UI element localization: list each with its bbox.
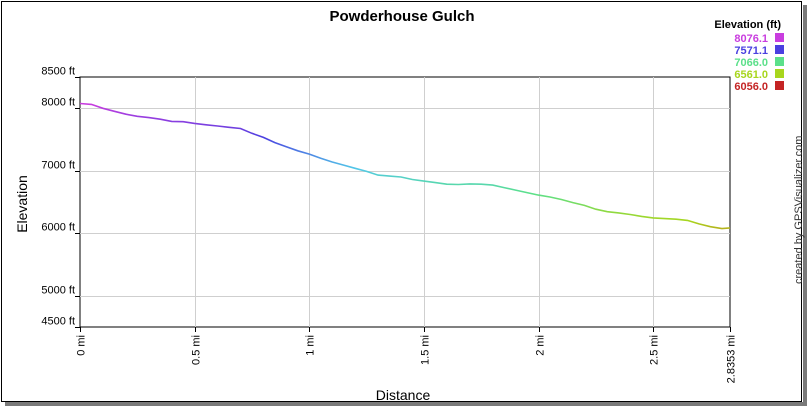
legend-swatch: [775, 33, 784, 42]
credit-text: created by GPSVisualizer.com: [793, 136, 805, 284]
x-tick-label: 1 mi: [305, 335, 317, 356]
x-axis-label: Distance: [376, 387, 431, 403]
y-tick-label: 8500 ft: [41, 66, 75, 78]
y-tick-label: 8000 ft: [41, 97, 75, 109]
x-tick-label: 1.5 mi: [420, 335, 432, 365]
y-tick-label: 7000 ft: [41, 160, 75, 172]
legend-entry-label: 7066.0: [734, 57, 768, 69]
legend-swatch: [775, 45, 784, 54]
x-axis-ticks: 0 mi 0.5 mi 1 mi 1.5 mi 2 mi 2.5 mi 2.8353 mi: [76, 327, 738, 383]
legend-entry-label: 7571.1: [734, 45, 768, 57]
x-tick-label: 0.5 mi: [191, 335, 203, 365]
x-tick-label: 2.8353 mi: [726, 335, 738, 383]
plot-area: [79, 76, 731, 328]
grid-lines: [80, 77, 730, 327]
elevation-profile-line: [79, 102, 731, 230]
y-tick-label: 4500 ft: [41, 316, 75, 328]
y-tick-label: 6000 ft: [41, 222, 75, 234]
legend-swatch: [775, 69, 784, 78]
y-tick-label: 5000 ft: [41, 285, 75, 297]
y-axis-ticks: 8500 ft 8000 ft 7000 ft 6000 ft 5000 ft 4500 …: [41, 66, 80, 328]
legend-swatch: [775, 57, 784, 66]
x-tick-label: 2.5 mi: [649, 335, 661, 365]
y-axis-label: Elevation: [14, 175, 30, 233]
legend-entry-label: 6561.0: [734, 69, 768, 81]
legend-entry-label: 8076.1: [734, 33, 768, 45]
legend-swatch: [775, 81, 784, 90]
x-tick-label: 0 mi: [76, 335, 88, 356]
legend-entry-label: 6056.0: [734, 81, 768, 93]
legend-title: Elevation (ft): [714, 19, 781, 31]
x-tick-label: 2 mi: [535, 335, 547, 356]
chart-title: Powderhouse Gulch: [329, 8, 474, 25]
